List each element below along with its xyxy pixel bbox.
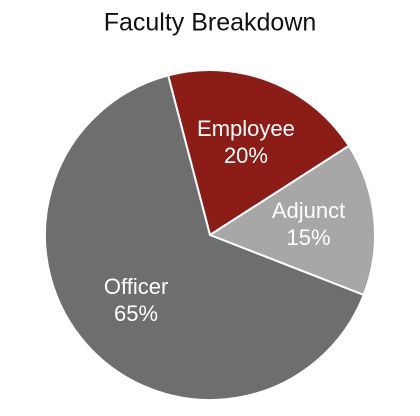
chart-title: Faculty Breakdown — [104, 9, 317, 37]
category-label: Employee — [197, 116, 295, 141]
slice-label: Adjunct 15% — [272, 198, 345, 250]
pie-slice — [44, 74, 366, 401]
category-label: Adjunct — [272, 198, 345, 223]
slice-label: Employee 20% — [197, 116, 295, 168]
value-label: 65% — [114, 301, 158, 326]
category-label: Officer — [104, 274, 168, 299]
pie-slice — [207, 144, 376, 297]
value-label: 15% — [286, 225, 330, 250]
value-label: 20% — [224, 143, 268, 168]
slice-label: Officer 65% — [104, 274, 168, 326]
pie-slice — [166, 69, 351, 237]
